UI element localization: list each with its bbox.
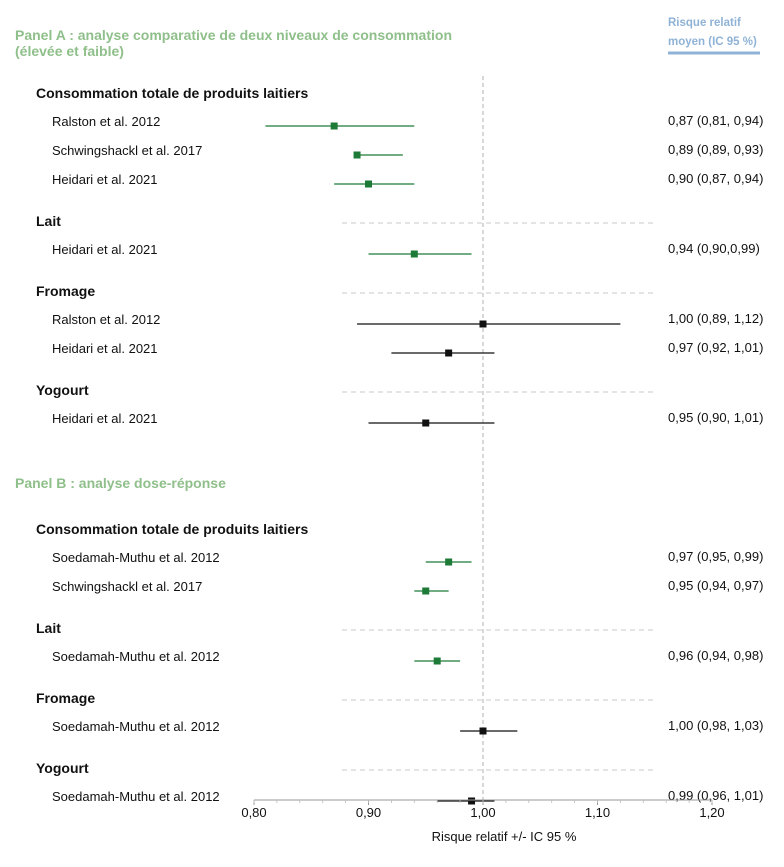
point-estimate [479,727,487,735]
group-label: Lait [36,213,61,229]
rr-value-label: 0,95 (0,94, 0,97) [668,578,763,593]
rr-value-label: 0,87 (0,81, 0,94) [668,113,763,128]
point-estimate [410,250,418,258]
x-tick-label: 1,00 [470,805,495,820]
group-label: Yogourt [36,382,89,398]
rr-value-label: 0,90 (0,87, 0,94) [668,171,763,186]
x-axis-title: Risque relatif +/- IC 95 % [432,829,577,844]
rr-value-label: 0,94 (0,90,0,99) [668,241,760,256]
point-estimate [422,419,430,427]
study-label: Ralston et al. 2012 [52,114,160,129]
rr-value-label: 0,97 (0,92, 1,01) [668,340,763,355]
study-label: Schwingshackl et al. 2017 [52,579,202,594]
panel-title-a: Panel A : analyse comparative de deux ni… [15,27,452,43]
point-estimate [468,797,476,805]
rr-value-label: 0,89 (0,89, 0,93) [668,142,763,157]
point-estimate [479,320,487,328]
rr-value-label: 1,00 (0,98, 1,03) [668,718,763,733]
point-estimate [365,180,372,188]
study-label: Heidari et al. 2021 [52,411,158,426]
x-tick-label: 1,20 [699,805,724,820]
group-label: Consommation totale de produits laitiers [36,85,308,101]
rr-value-label: 0,99 (0,96, 1,01) [668,788,763,803]
header-label-line-1: Risque relatif [668,17,741,29]
study-label: Soedamah-Muthu et al. 2012 [52,649,220,664]
group-label: Fromage [36,283,95,299]
study-label: Soedamah-Muthu et al. 2012 [52,719,220,734]
rr-value-label: 0,95 (0,90, 1,01) [668,410,763,425]
rr-value-label: 0,97 (0,95, 0,99) [668,549,763,564]
panel-title-a-line-2: (élevée et faible) [15,43,124,59]
group-label: Fromage [36,690,95,706]
group-label: Consommation totale de produits laitiers [36,521,308,537]
panel-title-b: Panel B : analyse dose-réponse [15,475,226,491]
group-label: Lait [36,620,61,636]
x-tick-label: 0,90 [356,805,381,820]
study-label: Schwingshackl et al. 2017 [52,143,202,158]
header-label-line-2: moyen (IC 95 %) [668,36,757,48]
study-label: Heidari et al. 2021 [52,172,158,187]
point-estimate [330,122,338,130]
group-label: Yogourt [36,760,89,776]
x-tick-label: 1,10 [585,805,610,820]
study-label: Soedamah-Muthu et al. 2012 [52,789,220,804]
point-estimate [422,587,430,595]
point-estimate [433,657,441,665]
study-label: Soedamah-Muthu et al. 2012 [52,550,220,565]
rr-value-label: 1,00 (0,89, 1,12) [668,311,763,326]
study-label: Ralston et al. 2012 [52,312,160,327]
point-estimate [353,151,361,159]
point-estimate [445,558,453,566]
rr-value-label: 0,96 (0,94, 0,98) [668,648,763,663]
x-tick-label: 0,80 [241,805,266,820]
point-estimate [445,349,453,357]
study-label: Heidari et al. 2021 [52,242,158,257]
study-label: Heidari et al. 2021 [52,341,158,356]
